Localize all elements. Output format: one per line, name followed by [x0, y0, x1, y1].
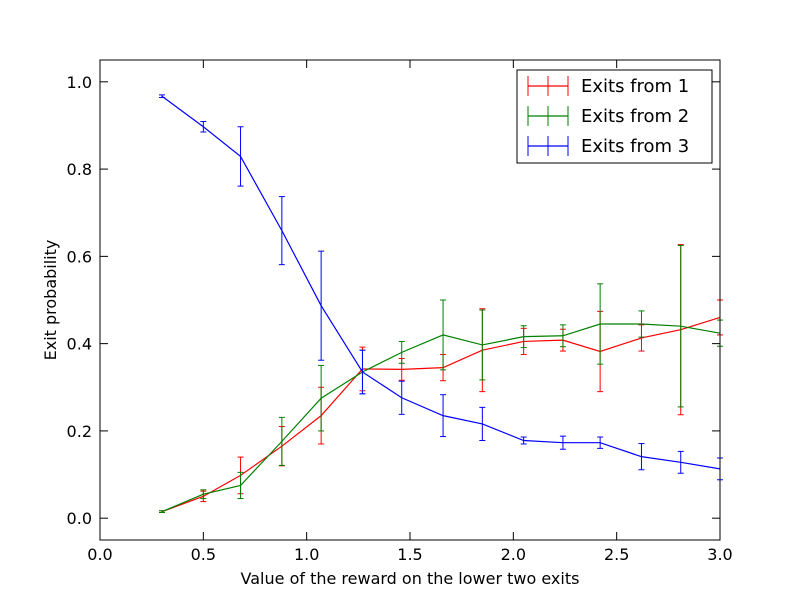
y-tick-label: 0.8: [67, 160, 92, 179]
legend-item: Exits from 3: [527, 136, 689, 157]
x-tick-label: 0.5: [191, 545, 216, 564]
y-tick-label: 0.6: [67, 247, 92, 266]
legend-label: Exits from 1: [581, 76, 689, 97]
x-tick-label: 0.0: [87, 545, 112, 564]
legend-item: Exits from 2: [527, 106, 689, 127]
tick-layer: 0.0 0.5 1.0 1.5 2.0 2.5 3.0 0.0 0.2 0.4 0.6 0.8 1.0: [67, 60, 733, 564]
x-tick-label: 3.0: [707, 545, 732, 564]
series-2: [159, 244, 723, 514]
legend: Exits from 1 Exits from 2 Exits from 3: [516, 69, 713, 164]
legend-item: Exits from 1: [527, 76, 689, 97]
x-axis-label: Value of the reward on the lower two exi…: [241, 569, 580, 588]
y-tick-label: 0.4: [67, 335, 92, 354]
legend-label: Exits from 3: [581, 136, 689, 157]
series-line: [161, 95, 721, 470]
x-tick-label: 2.5: [604, 545, 629, 564]
x-tick-label: 2.0: [501, 545, 526, 564]
x-tick-label: 1.0: [294, 545, 319, 564]
x-tick-label: 1.5: [397, 545, 422, 564]
y-tick-label: 0.0: [67, 509, 92, 528]
series-line: [161, 323, 721, 513]
y-tick-label: 1.0: [67, 73, 92, 92]
legend-label: Exits from 2: [581, 106, 689, 127]
y-axis-label: Exit probability: [41, 240, 60, 361]
y-tick-label: 0.2: [67, 422, 92, 441]
